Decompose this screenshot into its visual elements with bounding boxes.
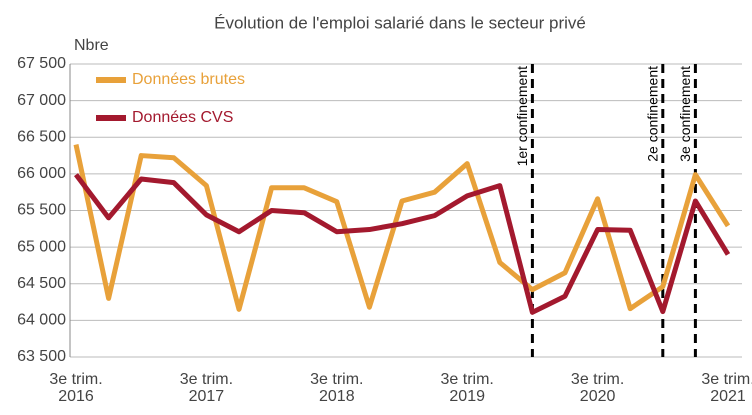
series-line xyxy=(73,144,731,312)
x-tick-label: 3e trim. 2016 xyxy=(49,371,103,405)
y-tick-label: 63 500 xyxy=(17,348,66,365)
y-tick-label: 66 000 xyxy=(17,165,66,182)
x-tick-label: 3e trim. 2020 xyxy=(570,371,625,405)
legend-label: Données brutes xyxy=(132,71,245,88)
annotation: 1er confinement xyxy=(514,66,530,167)
x-tick-label: 3e trim. 2019 xyxy=(440,371,494,405)
x-tick-label: 3e trim. 2018 xyxy=(310,371,364,405)
y-tick-label: 66 500 xyxy=(17,128,66,145)
chart-title: Évolution de l'emploi salarié dans le se… xyxy=(214,13,586,32)
y-axis-label: Nbre xyxy=(74,37,109,54)
y-tick-label: 67 000 xyxy=(17,92,66,109)
x-tick-label: 3e trim. 2017 xyxy=(179,371,234,405)
y-tick-label: 67 500 xyxy=(17,55,66,72)
y-tick-label: 65 000 xyxy=(17,238,66,255)
y-tick-label: 64 500 xyxy=(17,275,66,292)
x-tick-label: 3e trim. 2021 xyxy=(701,371,752,405)
legend-label: Données CVS xyxy=(132,109,233,126)
annotation: 3e confinement xyxy=(677,66,693,162)
y-tick-label: 65 500 xyxy=(17,202,66,219)
y-tick-label: 64 000 xyxy=(17,312,66,329)
annotation: 2e confinement xyxy=(645,66,661,162)
series-line xyxy=(74,173,731,315)
